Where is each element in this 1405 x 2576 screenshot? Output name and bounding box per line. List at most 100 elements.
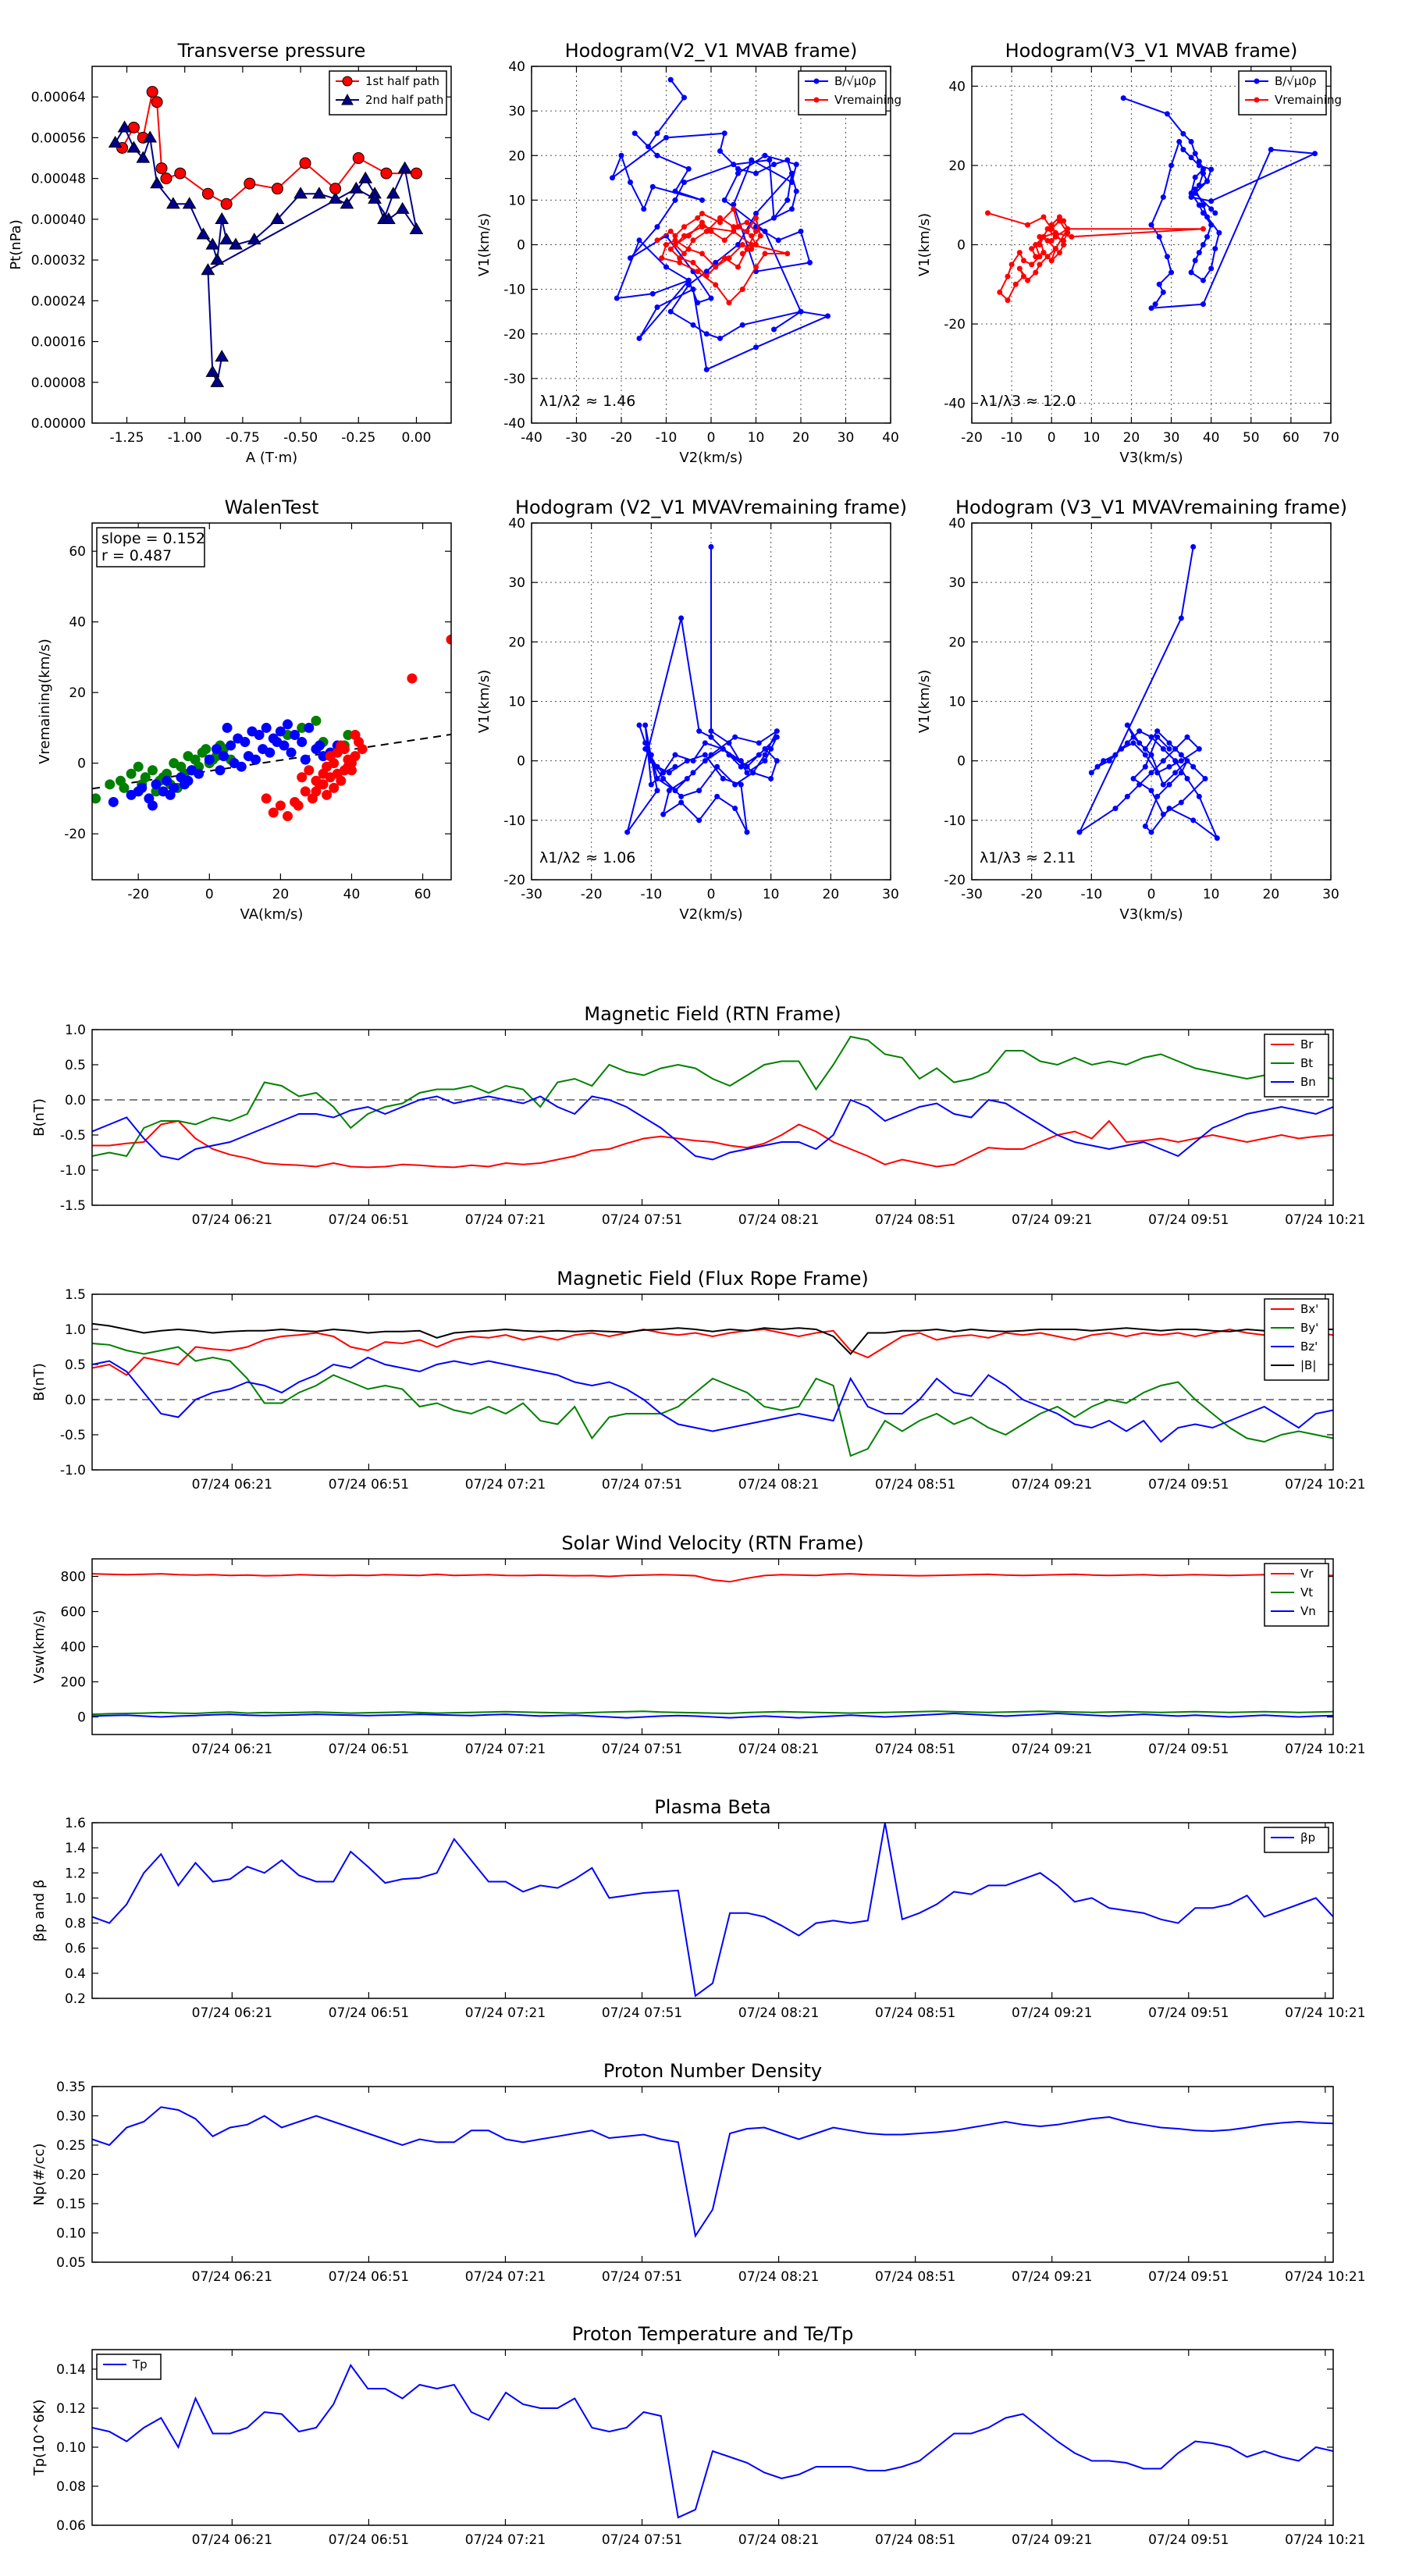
data-point: [684, 776, 690, 782]
x-tick-label: 30: [882, 887, 899, 902]
data-point: [762, 758, 768, 764]
data-point: [798, 228, 804, 234]
chart-panel-7: Magnetic Field (Flux Rope Frame) 07/24 06…: [31, 1268, 1366, 1493]
data-point: [386, 187, 400, 199]
data-point: [1106, 758, 1112, 764]
data-point: [784, 251, 791, 257]
data-point: [179, 779, 190, 790]
x-tick-label: 07/24 08:21: [738, 1212, 819, 1228]
x-tick-label: 10: [763, 887, 780, 902]
data-point: [229, 758, 240, 769]
data-point: [1029, 246, 1035, 252]
data-point: [666, 788, 672, 794]
y-tick-label: 30: [508, 104, 525, 119]
data-point: [1180, 147, 1186, 153]
y-tick-label: 20: [69, 685, 86, 701]
legend-label: Br: [1300, 1037, 1314, 1051]
data-point: [1156, 281, 1162, 287]
data-point: [1124, 722, 1130, 728]
data-point: [1268, 147, 1274, 153]
data-point: [610, 175, 615, 181]
legend-marker: [342, 76, 353, 87]
data-point: [703, 272, 710, 279]
data-point: [690, 259, 696, 265]
data-point: [1148, 222, 1154, 228]
data-point: [381, 212, 396, 224]
data-point: [1164, 111, 1170, 117]
data-point: [1148, 752, 1154, 758]
data-point: [1166, 781, 1172, 788]
x-tick-label: 07/24 07:51: [602, 1742, 682, 1757]
x-tick-label: 07/24 09:21: [1012, 2269, 1092, 2285]
data-point: [282, 811, 293, 822]
x-tick-label: -20: [1021, 887, 1043, 902]
legend-label: 2nd half path: [365, 93, 443, 107]
data-point: [690, 322, 696, 328]
data-point: [774, 734, 780, 740]
legend-marker: [341, 93, 354, 105]
data-point: [1160, 758, 1166, 764]
data-point: [293, 800, 304, 811]
data-point: [182, 197, 197, 209]
x-tick-label: 0: [707, 887, 716, 902]
y-tick-label: 0: [517, 238, 525, 254]
data-point: [119, 782, 130, 793]
x-tick-label: 07/24 07:21: [465, 2532, 546, 2548]
y-tick-label: 0.06: [56, 2518, 86, 2534]
data-point: [654, 224, 660, 230]
data-point: [297, 737, 308, 748]
data-point: [215, 350, 229, 362]
x-tick-label: 07/24 06:51: [329, 1212, 409, 1228]
chart-title: Proton Temperature and Te/Tp: [572, 2323, 854, 2345]
x-tick-label: 0.00: [402, 430, 432, 446]
data-point: [738, 763, 744, 770]
data-point: [1040, 214, 1047, 220]
data-point: [685, 282, 692, 288]
axes-frame: [531, 522, 891, 881]
data-point: [672, 788, 678, 794]
data-point: [105, 779, 116, 790]
x-tick-label: 0: [707, 430, 716, 446]
chart-title: Solar Wind Velocity (RTN Frame): [561, 1532, 863, 1554]
x-tick-label: 07/24 08:21: [738, 2005, 819, 2021]
data-point: [684, 758, 690, 764]
x-tick-label: 40: [882, 430, 899, 446]
data-point: [1172, 770, 1179, 776]
data-point: [642, 740, 649, 746]
chart-title: Hodogram(V2_V1 MVAB frame): [565, 40, 858, 62]
y-tick-label: 0.5: [65, 1357, 86, 1373]
legend: Vr Vt Vn: [1264, 1563, 1329, 1627]
data-point: [1061, 237, 1067, 244]
data-point: [1033, 242, 1039, 247]
x-tick-label: 07/24 09:21: [1012, 1742, 1092, 1757]
data-point: [380, 167, 393, 180]
x-axis-label: V3(km/s): [1119, 450, 1183, 466]
data-point: [666, 770, 672, 776]
x-tick-label: 07/24 08:51: [875, 2269, 955, 2285]
legend-label: Bn: [1300, 1075, 1316, 1089]
legend-label: Vt: [1300, 1585, 1313, 1599]
y-tick-label: 1.4: [65, 1841, 86, 1856]
data-point: [1192, 151, 1198, 157]
data-point: [1190, 543, 1197, 550]
data-point: [789, 206, 795, 212]
data-point: [1033, 269, 1039, 276]
data-point: [108, 796, 119, 807]
data-point: [699, 219, 705, 226]
data-point: [1196, 202, 1202, 208]
data-point: [304, 765, 315, 776]
data-point: [1166, 806, 1172, 812]
data-point: [1148, 305, 1154, 311]
legend-label: Vremaining: [1275, 93, 1342, 107]
y-tick-label: 200: [61, 1675, 86, 1691]
x-tick-label: 07/24 09:21: [1012, 1477, 1092, 1493]
y-tick-label: 0: [957, 754, 966, 770]
data-point: [300, 786, 311, 797]
data-point: [677, 259, 683, 265]
y-axis-label: βp and β: [31, 1880, 48, 1942]
data-point: [699, 251, 705, 257]
x-tick-label: -40: [521, 430, 542, 446]
data-point: [205, 237, 220, 250]
data-point: [1200, 202, 1206, 208]
y-tick-label: 0.2: [65, 1991, 86, 2007]
